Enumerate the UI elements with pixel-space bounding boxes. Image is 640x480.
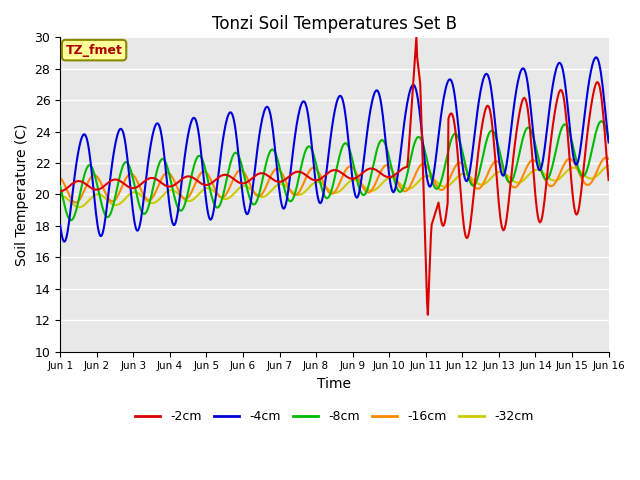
Legend: -2cm, -4cm, -8cm, -16cm, -32cm: -2cm, -4cm, -8cm, -16cm, -32cm <box>130 405 539 428</box>
Title: Tonzi Soil Temperatures Set B: Tonzi Soil Temperatures Set B <box>212 15 457 33</box>
X-axis label: Time: Time <box>317 377 351 391</box>
Y-axis label: Soil Temperature (C): Soil Temperature (C) <box>15 123 29 265</box>
Text: TZ_fmet: TZ_fmet <box>66 44 122 57</box>
